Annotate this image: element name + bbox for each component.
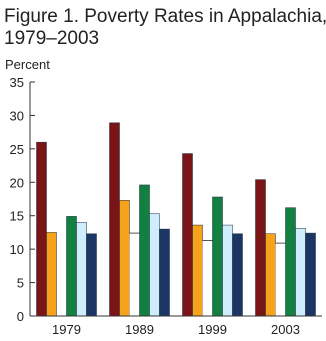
bar	[46, 232, 57, 317]
y-tick-label: 30	[10, 108, 24, 123]
bar	[255, 179, 266, 317]
y-tick-label: 35	[10, 75, 24, 90]
bar	[76, 222, 87, 317]
bar	[232, 233, 243, 317]
x-tick-label: 1979	[52, 322, 81, 337]
bar	[295, 228, 306, 317]
chart-subtitle: 1979–2003	[4, 28, 99, 49]
bar	[192, 224, 203, 317]
bar	[159, 228, 170, 317]
bar	[36, 141, 47, 317]
bar	[129, 232, 140, 317]
y-tick-label: 5	[17, 276, 24, 291]
bar	[222, 224, 233, 317]
y-axis-label: Percent	[5, 57, 50, 72]
bar	[86, 233, 97, 317]
bar	[139, 184, 150, 317]
bar	[212, 196, 223, 317]
y-tick-label: 20	[10, 175, 24, 190]
x-tick-label: 2003	[271, 322, 300, 337]
y-tick-label: 15	[10, 209, 24, 224]
bar	[305, 232, 316, 317]
chart-title: Figure 1. Poverty Rates in Appalachia,	[4, 6, 326, 27]
x-tick-label: 1999	[198, 322, 227, 337]
y-tick-label: 0	[17, 309, 24, 324]
bar	[202, 239, 213, 317]
bar	[285, 207, 296, 317]
bar	[265, 233, 276, 317]
bar	[66, 216, 77, 317]
bar	[182, 153, 193, 317]
bar	[119, 200, 130, 317]
x-tick-label: 1989	[125, 322, 154, 337]
y-tick-label: 25	[10, 142, 24, 157]
y-tick-label: 10	[10, 242, 24, 257]
bar	[275, 242, 286, 317]
bar	[149, 213, 160, 317]
bar	[109, 122, 120, 317]
